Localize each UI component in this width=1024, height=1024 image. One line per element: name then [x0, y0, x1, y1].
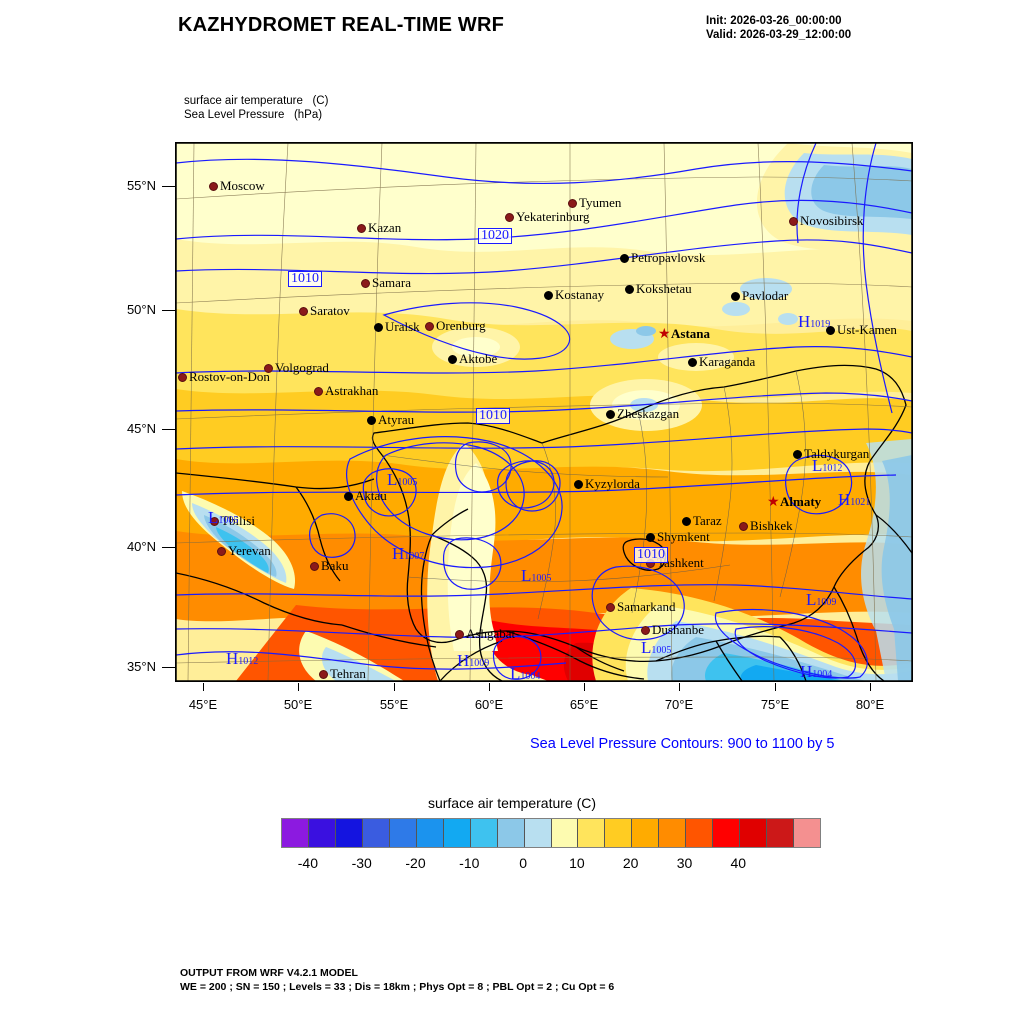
xtick-line: [775, 683, 776, 691]
ytick-line: [162, 547, 175, 548]
colorbar-swatch: [632, 819, 660, 847]
ytick-label-3: 40°N: [126, 539, 156, 554]
colorbar-tick-label: -20: [405, 855, 426, 871]
colorbar-swatch: [713, 819, 741, 847]
colorbar-labels: -40 -30 -20 -10 0 10 20 30 40: [281, 855, 819, 877]
map-plot-area[interactable]: [175, 142, 913, 682]
xtick-label-0: 45°E: [188, 697, 218, 712]
colorbar-swatch: [362, 819, 390, 847]
xtick-label-3: 60°E: [474, 697, 504, 712]
xtick-line: [298, 683, 299, 691]
model-run-info: Init: 2026-03-26_00:00:00 Valid: 2026-03…: [706, 15, 852, 41]
model-config-footer: OUTPUT FROM WRF V4.2.1 MODEL WE = 200 ; …: [180, 967, 615, 993]
ytick-line: [162, 667, 175, 668]
colorbar-swatch: [282, 819, 309, 847]
field-caption: surface air temperature (C) Sea Level Pr…: [184, 95, 329, 121]
xtick-line: [870, 683, 871, 691]
colorbar-tick-label: 20: [622, 855, 639, 871]
colorbar-tick-label: -40: [297, 855, 319, 871]
colorbar-swatch: [767, 819, 795, 847]
ytick-label-2: 45°N: [126, 421, 156, 436]
colorbar-swatch: [416, 819, 444, 847]
xtick-label-6: 75°E: [760, 697, 790, 712]
xtick-label-2: 55°E: [379, 697, 409, 712]
colorbar-swatch: [686, 819, 714, 847]
slp-contour-note: Sea Level Pressure Contours: 900 to 1100…: [530, 736, 835, 752]
weather-map: [176, 143, 912, 681]
ytick-line: [162, 186, 175, 187]
colorbar-swatch: [335, 819, 363, 847]
colorbar-swatch: [524, 819, 552, 847]
page-title: KAZHYDROMET REAL-TIME WRF: [178, 14, 505, 36]
colorbar-swatch: [659, 819, 687, 847]
colorbar[interactable]: [281, 818, 821, 848]
colorbar-swatch: [740, 819, 768, 847]
colorbar-swatch: [497, 819, 525, 847]
colorbar-swatch: [470, 819, 498, 847]
xtick-label-7: 80°E: [855, 697, 885, 712]
colorbar-tick-label: 40: [730, 855, 747, 871]
xtick-label-5: 70°E: [664, 697, 694, 712]
colorbar-tick-label: -10: [459, 855, 480, 871]
ytick-line: [162, 310, 175, 311]
colorbar-swatch: [389, 819, 417, 847]
xtick-label-1: 50°E: [283, 697, 313, 712]
ytick-label-4: 35°N: [126, 659, 156, 674]
xtick-line: [203, 683, 204, 691]
ytick-label-0: 55°N: [126, 178, 156, 193]
colorbar-swatch: [443, 819, 471, 847]
colorbar-swatch: [578, 819, 606, 847]
ytick-label-1: 50°N: [126, 302, 156, 317]
xtick-label-4: 65°E: [569, 697, 599, 712]
ytick-line: [162, 429, 175, 430]
colorbar-swatch: [551, 819, 579, 847]
xtick-line: [489, 683, 490, 691]
colorbar-tick-label: 0: [519, 855, 527, 871]
colorbar-tick-label: 10: [569, 855, 585, 871]
colorbar-swatch: [308, 819, 336, 847]
xtick-line: [584, 683, 585, 691]
xtick-line: [679, 683, 680, 691]
xtick-line: [394, 683, 395, 691]
colorbar-swatch: [605, 819, 633, 847]
colorbar-tick-label: 30: [676, 855, 693, 871]
colorbar-tick-label: -30: [351, 855, 372, 871]
colorbar-title: surface air temperature (C): [427, 795, 597, 811]
colorbar-swatch: [794, 819, 821, 847]
